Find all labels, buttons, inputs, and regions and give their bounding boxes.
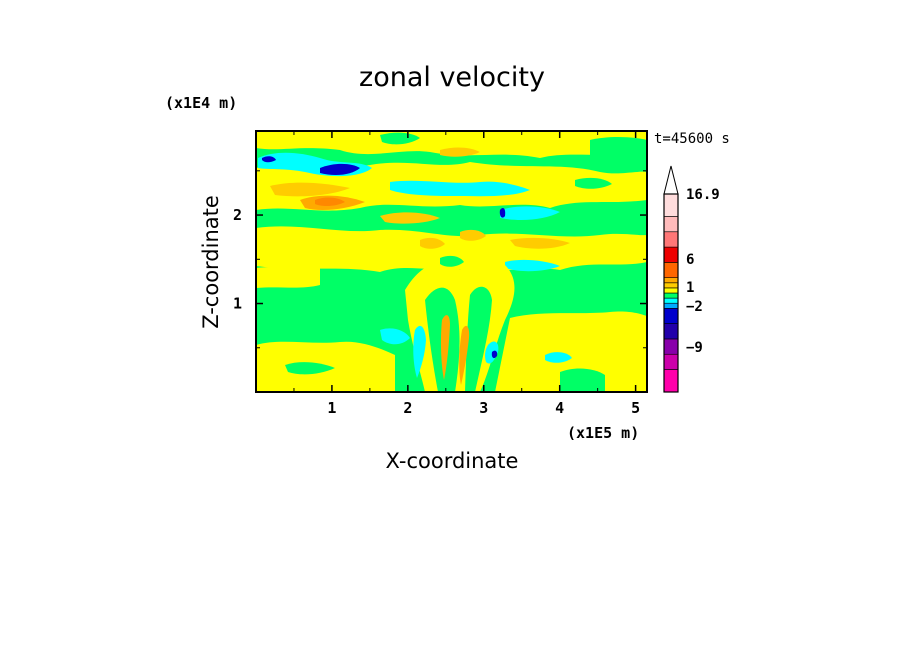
colorbar-label: 6	[686, 252, 694, 268]
colorbar-swatch	[663, 282, 679, 289]
contour-plume-green-2	[465, 286, 492, 392]
contour-plume-cyan-2	[484, 341, 499, 364]
y-tick-label: 1	[233, 295, 242, 313]
colorbar-swatch	[663, 246, 679, 263]
y-axis-label: Z-coordinate	[199, 195, 223, 329]
contour-plume-orange-1	[440, 315, 450, 380]
contour-yellow-top	[256, 131, 647, 158]
contour-blue-core-center	[499, 208, 506, 218]
contour-yellow-left	[256, 267, 320, 288]
colorbar-label: 16.9	[686, 187, 720, 203]
colorbar-label: 1	[686, 280, 694, 296]
colorbar-swatch	[663, 308, 679, 324]
y-axis-ticks: 12	[233, 170, 647, 349]
contour-orange-mid	[380, 212, 440, 224]
colorbar-swatch	[663, 287, 679, 294]
contour-cyan-lower-right	[545, 352, 572, 363]
colorbar-swatch	[663, 193, 679, 217]
contour-green-top-right	[590, 136, 647, 163]
x-axis-ticks: 1 2 3 4 5	[293, 131, 640, 417]
colorbar: 16.9 6 1 −2 −9	[663, 165, 720, 393]
contour-cyan-mid-right	[505, 259, 560, 272]
plot-frame	[255, 130, 648, 393]
contour-red-left	[315, 197, 345, 207]
x-tick-label: 3	[479, 399, 488, 417]
contour-plume-orange-2	[459, 325, 470, 385]
colorbar-swatch	[663, 292, 679, 299]
x-tick-label: 5	[631, 399, 640, 417]
contour-orange-left-1	[270, 182, 350, 197]
contour-yellow-lower-right	[495, 311, 647, 392]
time-label: t=45600 s	[654, 131, 730, 147]
contour-streak-orange-1	[420, 237, 445, 249]
colorbar-extend-arrow	[663, 165, 679, 195]
colorbar-swatch	[663, 302, 679, 309]
colorbar-swatch	[663, 323, 679, 340]
contour-cyan-upper-mid	[390, 180, 530, 197]
colorbar-swatch	[663, 338, 679, 355]
colorbar-swatch	[663, 353, 679, 370]
contour-orange-top	[440, 147, 480, 157]
contour-yellow-mid	[256, 226, 647, 272]
contour-streak-orange-2	[460, 229, 486, 241]
contour-field	[256, 131, 647, 392]
contour-blue-core-small	[262, 156, 276, 163]
chart-title: zonal velocity	[359, 62, 545, 93]
colorbar-swatch	[663, 231, 679, 248]
contour-plume-cyan-1	[413, 325, 426, 378]
y-unit-label: (x1E4 m)	[165, 94, 237, 112]
x-tick-label: 2	[403, 399, 412, 417]
contour-cyan-lower-left	[380, 328, 410, 345]
colorbar-swatch	[663, 216, 679, 233]
contour-green-upper-left	[380, 132, 420, 145]
contour-cyan-upper-right	[500, 206, 560, 220]
colorbar-swatch	[663, 369, 679, 393]
contour-streak-green-1	[440, 255, 464, 267]
colorbar-swatch	[663, 277, 679, 284]
contour-orange-right	[510, 237, 570, 249]
contour-green-lower-left	[285, 362, 335, 375]
y-tick-label: 2	[233, 206, 242, 224]
x-tick-label: 1	[327, 399, 336, 417]
contour-plume-blue	[491, 350, 498, 359]
x-axis-label: X-coordinate	[386, 449, 519, 473]
colorbar-label: −2	[686, 299, 703, 315]
colorbar-swatch	[663, 297, 679, 304]
colorbar-label: −9	[686, 340, 703, 356]
x-unit-label: (x1E5 m)	[567, 424, 639, 442]
colorbar-frame	[663, 193, 679, 393]
contour-green-lower-right	[560, 368, 605, 392]
contour-blue-core-left	[320, 163, 360, 176]
x-tick-label: 4	[555, 399, 564, 417]
colorbar-swatch	[663, 262, 679, 278]
contour-streak-green-2	[575, 177, 612, 189]
